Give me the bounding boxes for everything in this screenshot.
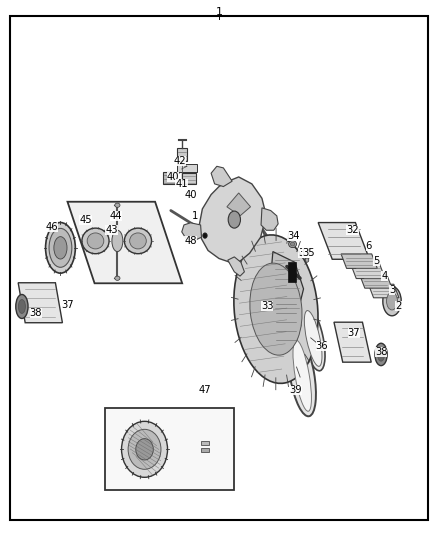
FancyBboxPatch shape bbox=[182, 173, 196, 184]
Polygon shape bbox=[182, 223, 201, 241]
Text: 1: 1 bbox=[215, 7, 223, 17]
Text: 44: 44 bbox=[110, 211, 122, 221]
Bar bbox=[288, 262, 296, 282]
Bar bbox=[201, 441, 209, 445]
FancyBboxPatch shape bbox=[163, 172, 177, 184]
Ellipse shape bbox=[301, 306, 325, 371]
Text: 33: 33 bbox=[261, 302, 273, 311]
Text: 47: 47 bbox=[199, 385, 211, 395]
Ellipse shape bbox=[49, 228, 72, 267]
Text: 2: 2 bbox=[396, 302, 402, 311]
Ellipse shape bbox=[250, 263, 302, 355]
Ellipse shape bbox=[305, 258, 309, 262]
Text: 48: 48 bbox=[184, 236, 197, 246]
Polygon shape bbox=[360, 274, 392, 288]
Ellipse shape bbox=[378, 348, 385, 361]
Text: 38: 38 bbox=[30, 309, 42, 318]
Ellipse shape bbox=[304, 311, 322, 366]
Text: 34: 34 bbox=[287, 231, 300, 240]
Polygon shape bbox=[271, 292, 301, 348]
Text: 35: 35 bbox=[303, 248, 315, 258]
Bar bbox=[201, 448, 209, 452]
Polygon shape bbox=[18, 282, 63, 322]
Ellipse shape bbox=[289, 335, 316, 416]
Text: 5: 5 bbox=[374, 256, 380, 265]
Text: 40: 40 bbox=[167, 172, 179, 182]
Ellipse shape bbox=[290, 242, 295, 246]
FancyBboxPatch shape bbox=[177, 164, 197, 172]
Text: 43: 43 bbox=[106, 225, 118, 235]
Bar bbox=[177, 148, 187, 161]
Polygon shape bbox=[271, 252, 304, 316]
Polygon shape bbox=[261, 208, 278, 230]
Ellipse shape bbox=[386, 292, 398, 310]
Ellipse shape bbox=[18, 300, 25, 313]
Ellipse shape bbox=[122, 421, 168, 478]
Text: 37: 37 bbox=[62, 300, 74, 310]
Bar bbox=[105, 408, 234, 490]
Text: 6: 6 bbox=[366, 241, 372, 251]
Ellipse shape bbox=[82, 228, 109, 254]
Polygon shape bbox=[67, 202, 182, 283]
Polygon shape bbox=[211, 166, 232, 187]
Text: 42: 42 bbox=[173, 156, 186, 166]
Ellipse shape bbox=[130, 233, 146, 249]
Polygon shape bbox=[351, 264, 385, 279]
Text: 37: 37 bbox=[348, 328, 360, 338]
Ellipse shape bbox=[112, 230, 123, 252]
Text: 38: 38 bbox=[375, 347, 387, 357]
Ellipse shape bbox=[303, 255, 306, 259]
Ellipse shape bbox=[136, 439, 153, 460]
Text: 45: 45 bbox=[79, 215, 92, 224]
Ellipse shape bbox=[16, 294, 28, 318]
Ellipse shape bbox=[375, 343, 387, 366]
Polygon shape bbox=[199, 177, 266, 262]
Polygon shape bbox=[368, 284, 399, 298]
Ellipse shape bbox=[308, 252, 311, 256]
Text: 41: 41 bbox=[176, 179, 188, 189]
Text: 1: 1 bbox=[192, 211, 198, 221]
Text: 36: 36 bbox=[316, 342, 328, 351]
Text: 40: 40 bbox=[184, 190, 197, 199]
Ellipse shape bbox=[203, 233, 207, 238]
Polygon shape bbox=[334, 322, 371, 362]
Text: 46: 46 bbox=[46, 222, 58, 231]
Text: 33: 33 bbox=[298, 248, 311, 258]
Ellipse shape bbox=[228, 211, 240, 228]
Ellipse shape bbox=[234, 235, 318, 383]
Text: 39: 39 bbox=[290, 385, 302, 395]
Ellipse shape bbox=[128, 430, 161, 470]
Ellipse shape bbox=[293, 340, 311, 411]
Polygon shape bbox=[227, 193, 251, 216]
Text: 3: 3 bbox=[389, 286, 395, 295]
Ellipse shape bbox=[115, 203, 120, 207]
Ellipse shape bbox=[383, 287, 401, 316]
Ellipse shape bbox=[87, 233, 104, 249]
Polygon shape bbox=[318, 223, 370, 259]
Text: 4: 4 bbox=[381, 271, 388, 280]
Ellipse shape bbox=[54, 237, 67, 259]
Ellipse shape bbox=[124, 228, 152, 254]
Polygon shape bbox=[341, 254, 377, 269]
Ellipse shape bbox=[115, 276, 120, 280]
Polygon shape bbox=[228, 257, 244, 276]
Ellipse shape bbox=[46, 223, 75, 273]
Ellipse shape bbox=[289, 241, 297, 247]
Text: 32: 32 bbox=[346, 225, 359, 235]
